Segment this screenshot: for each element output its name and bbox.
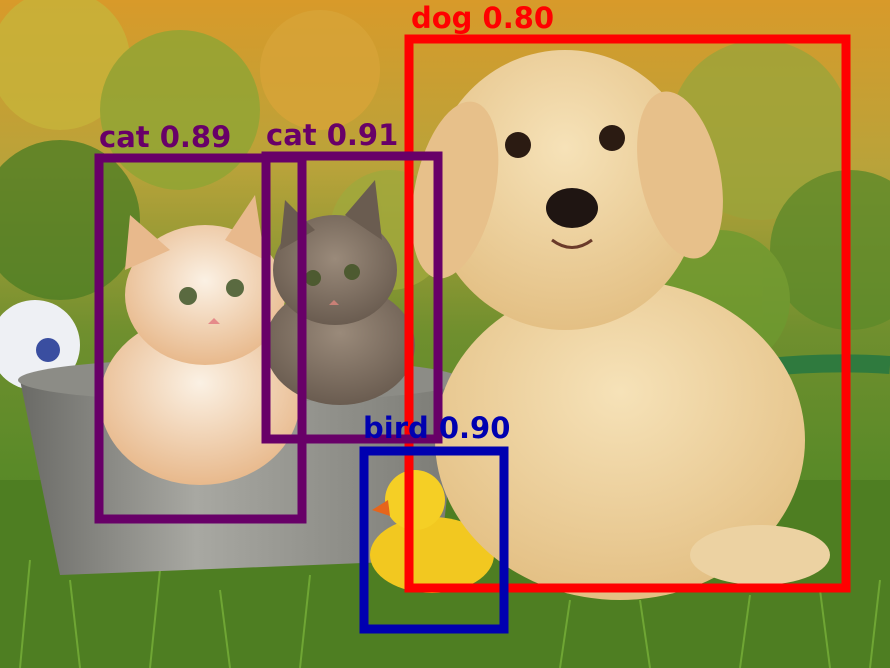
bbox-bird [359,446,509,634]
foliage [0,0,850,370]
bbox-cat-right [261,151,443,444]
label-cat-left: cat 0.89 [99,120,231,154]
kitten-white [100,195,300,485]
bbox-dog [404,34,851,593]
puppy [411,50,830,600]
label-dog: dog 0.80 [411,1,554,35]
rubber-duck [370,470,494,593]
grass-blades [19,559,881,668]
label-bird: bird 0.90 [363,411,510,445]
bbox-cat-left [94,153,307,524]
label-cat-right: cat 0.91 [266,118,398,152]
